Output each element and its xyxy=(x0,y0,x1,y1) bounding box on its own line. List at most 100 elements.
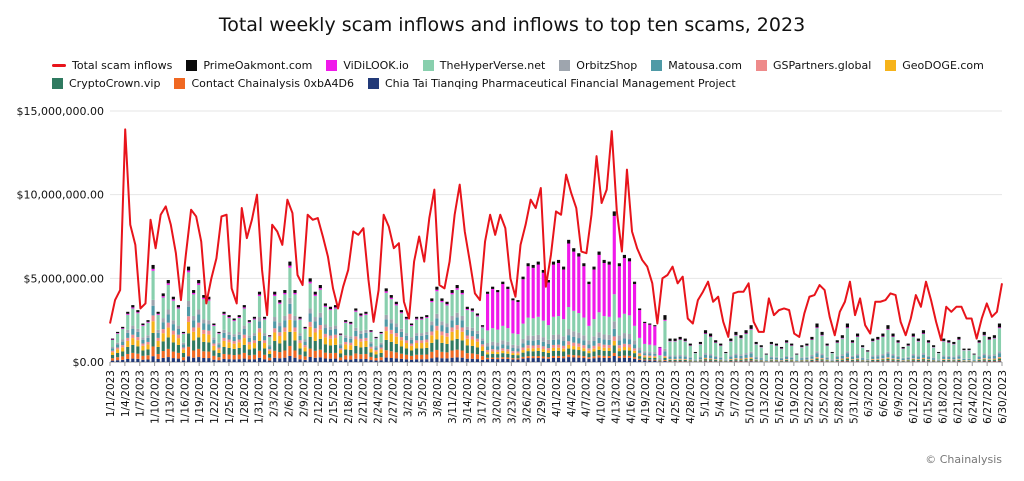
bar-segment xyxy=(997,328,1002,352)
bar-segment xyxy=(952,357,956,360)
bar-segment xyxy=(815,328,819,352)
bar-segment xyxy=(739,355,743,359)
bar-segment xyxy=(932,347,936,358)
bar-segment xyxy=(212,355,216,360)
bar-segment xyxy=(648,359,652,361)
bar-segment xyxy=(845,323,849,328)
bar-segment xyxy=(531,335,535,341)
bar-segment xyxy=(937,351,941,353)
bar-segment xyxy=(379,347,383,350)
bar-segment xyxy=(496,346,500,350)
bar-segment xyxy=(389,329,393,334)
x-tick-label: 3/20/2023 xyxy=(492,370,504,424)
bar-segment xyxy=(982,353,986,356)
bar-segment xyxy=(511,358,515,360)
bar-segment xyxy=(273,295,277,318)
bar-segment xyxy=(409,325,414,326)
bar-segment xyxy=(359,338,363,342)
legend-item-total-scam-inflows: Total scam inflows xyxy=(52,59,172,72)
bar-segment xyxy=(323,328,327,334)
bar-segment xyxy=(171,324,175,331)
legend-swatch xyxy=(52,78,63,89)
bar-segment xyxy=(237,354,241,360)
bar-segment xyxy=(992,355,996,359)
bar-segment xyxy=(987,339,991,355)
bar-segment xyxy=(263,333,267,336)
bar-segment xyxy=(450,340,454,351)
bar-segment xyxy=(967,350,971,359)
bar-segment xyxy=(987,339,991,340)
bar-segment xyxy=(932,345,936,347)
bar-segment xyxy=(881,336,885,355)
x-tick-label: 1/1/2023 xyxy=(105,370,117,417)
bar-segment xyxy=(247,321,251,323)
chart-title: Total weekly scam inflows and inflows to… xyxy=(218,14,806,36)
bar-segment xyxy=(171,296,175,300)
bar-segment xyxy=(369,348,373,353)
bar-segment xyxy=(906,356,910,358)
bar-segment xyxy=(455,289,459,313)
bar-segment xyxy=(465,308,469,311)
bar-segment xyxy=(886,357,890,358)
bar-segment xyxy=(328,353,333,359)
bar-segment xyxy=(257,321,262,329)
bar-segment xyxy=(354,353,358,359)
bar-segment xyxy=(937,359,941,361)
bar-segment xyxy=(202,341,206,352)
bar-segment xyxy=(389,333,393,342)
bar-segment xyxy=(121,356,125,360)
bar-segment xyxy=(749,360,753,362)
bar-segment xyxy=(997,356,1002,358)
bar-segment xyxy=(764,353,768,355)
bar-segment xyxy=(379,352,383,358)
bar-segment xyxy=(186,270,191,273)
bar-segment xyxy=(470,310,474,312)
bar-segment xyxy=(156,311,160,314)
bar-segment xyxy=(197,337,201,349)
bar-segment xyxy=(192,331,196,341)
legend-swatch xyxy=(756,60,767,71)
bar-segment xyxy=(242,325,246,330)
bar-segment xyxy=(764,354,768,360)
x-tick-label: 1/13/2023 xyxy=(164,370,176,424)
bar-segment xyxy=(526,345,530,349)
bar-segment xyxy=(404,340,409,344)
bar-segment xyxy=(176,352,180,359)
bar-segment xyxy=(845,328,849,352)
bar-segment xyxy=(420,333,424,336)
bar-segment xyxy=(911,361,915,362)
bar-segment xyxy=(409,355,414,360)
legend-item-series-0: PrimeOakmont.com xyxy=(186,59,312,72)
bar-segment xyxy=(531,318,535,336)
bar-segment xyxy=(136,312,140,314)
bar-segment xyxy=(207,324,211,331)
bar-segment xyxy=(744,358,748,360)
bar-segment xyxy=(926,342,931,356)
bar-segment xyxy=(480,346,485,351)
bar-segment xyxy=(328,338,333,346)
bar-segment xyxy=(866,351,870,359)
bar-segment xyxy=(607,355,611,358)
bar-segment xyxy=(749,325,753,329)
bar-segment xyxy=(729,338,733,341)
bar-segment xyxy=(323,303,327,306)
bar-segment xyxy=(409,337,414,340)
bar-segment xyxy=(977,360,981,362)
bar-segment xyxy=(480,340,485,345)
bar-segment xyxy=(181,342,186,345)
bar-segment xyxy=(131,329,135,335)
bar-segment xyxy=(810,356,814,359)
bar-segment xyxy=(587,350,591,354)
bar-segment xyxy=(323,305,327,307)
bar-segment xyxy=(151,270,155,300)
bar-segment xyxy=(465,338,469,346)
bar-segment xyxy=(283,292,287,295)
bar-segment xyxy=(318,357,322,362)
bar-segment xyxy=(982,359,986,361)
bar-segment xyxy=(237,334,241,340)
bar-segment xyxy=(293,292,297,295)
bar-segment xyxy=(987,354,991,357)
bar-segment xyxy=(896,342,900,356)
bar-segment xyxy=(263,340,267,344)
bar-segment xyxy=(212,345,216,351)
